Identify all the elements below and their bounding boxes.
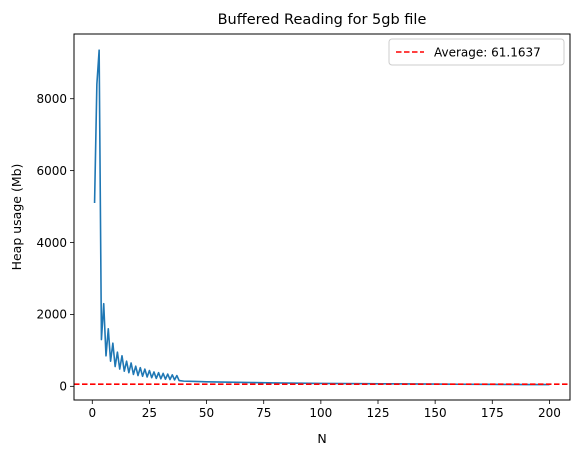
x-tick-label: 125 bbox=[367, 406, 390, 420]
x-axis-label: N bbox=[317, 431, 326, 446]
chart-title: Buffered Reading for 5gb file bbox=[218, 12, 427, 28]
legend-label-average: Average: 61.1637 bbox=[434, 46, 541, 60]
plot-frame bbox=[73, 33, 571, 401]
x-tick-label: 175 bbox=[481, 406, 504, 420]
y-axis-label: Heap usage (Mb) bbox=[9, 164, 24, 271]
plot-area bbox=[74, 49, 570, 386]
y-tick-label: 6000 bbox=[36, 164, 67, 178]
y-tick-label: 0 bbox=[59, 380, 67, 394]
x-tick-label: 50 bbox=[199, 406, 214, 420]
x-tick-label: 0 bbox=[88, 406, 96, 420]
y-axis: 0 2000 4000 6000 8000 bbox=[36, 92, 74, 394]
x-tick-label: 100 bbox=[309, 406, 332, 420]
x-tick-label: 150 bbox=[424, 406, 447, 420]
legend: Average: 61.1637 bbox=[388, 38, 565, 66]
x-tick-label: 75 bbox=[256, 406, 271, 420]
x-tick-label: 200 bbox=[538, 406, 561, 420]
y-tick-label: 4000 bbox=[36, 236, 67, 250]
y-tick-label: 8000 bbox=[36, 92, 67, 106]
legend-box bbox=[388, 38, 565, 66]
x-axis: 0 25 50 75 100 125 150 175 200 bbox=[88, 400, 561, 420]
x-tick-label: 25 bbox=[142, 406, 157, 420]
y-tick-label: 2000 bbox=[36, 308, 67, 322]
series-line-heap-usage bbox=[93, 49, 550, 386]
